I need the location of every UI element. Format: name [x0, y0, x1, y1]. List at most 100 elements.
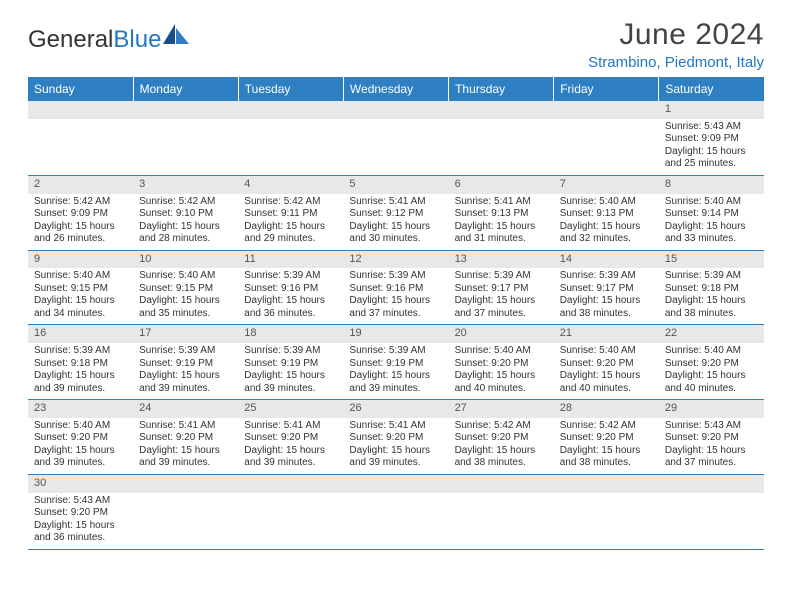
day-number: 25 [238, 400, 343, 418]
sunrise-line: Sunrise: 5:42 AM [34, 196, 127, 209]
sunset-line: Sunset: 9:20 PM [34, 507, 127, 520]
calendar-body: 1Sunrise: 5:43 AMSunset: 9:09 PMDaylight… [28, 101, 764, 549]
day-number: 30 [28, 475, 133, 493]
day-number: 7 [554, 176, 659, 194]
sunrise-line: Sunrise: 5:39 AM [244, 270, 337, 283]
calendar-row: 1Sunrise: 5:43 AMSunset: 9:09 PMDaylight… [28, 101, 764, 175]
day-number [554, 101, 659, 119]
day-number [28, 101, 133, 119]
brand-part1: General [28, 26, 113, 54]
daylight-line: Daylight: 15 hours and 37 minutes. [455, 295, 548, 320]
weekday-header: Saturday [659, 77, 764, 101]
sunset-line: Sunset: 9:15 PM [139, 283, 232, 296]
day-number [554, 475, 659, 493]
sunset-line: Sunset: 9:17 PM [560, 283, 653, 296]
calendar-cell: 8Sunrise: 5:40 AMSunset: 9:14 PMDaylight… [659, 175, 764, 250]
sunrise-line: Sunrise: 5:43 AM [34, 495, 127, 508]
day-number [133, 101, 238, 119]
calendar-cell: 22Sunrise: 5:40 AMSunset: 9:20 PMDayligh… [659, 325, 764, 400]
daylight-line: Daylight: 15 hours and 36 minutes. [244, 295, 337, 320]
sunrise-line: Sunrise: 5:40 AM [560, 345, 653, 358]
day-number: 12 [343, 251, 448, 269]
daylight-line: Daylight: 15 hours and 38 minutes. [665, 295, 758, 320]
sail-icon [163, 24, 189, 44]
daylight-line: Daylight: 15 hours and 37 minutes. [349, 295, 442, 320]
day-number: 19 [343, 325, 448, 343]
sunset-line: Sunset: 9:20 PM [139, 432, 232, 445]
day-number [133, 475, 238, 493]
month-title: June 2024 [588, 18, 764, 52]
daylight-line: Daylight: 15 hours and 39 minutes. [34, 370, 127, 395]
sunset-line: Sunset: 9:20 PM [455, 432, 548, 445]
calendar-cell: 20Sunrise: 5:40 AMSunset: 9:20 PMDayligh… [449, 325, 554, 400]
calendar-row: 2Sunrise: 5:42 AMSunset: 9:09 PMDaylight… [28, 175, 764, 250]
day-number: 9 [28, 251, 133, 269]
sunset-line: Sunset: 9:20 PM [349, 432, 442, 445]
calendar-cell [133, 474, 238, 549]
calendar-cell: 14Sunrise: 5:39 AMSunset: 9:17 PMDayligh… [554, 250, 659, 325]
sunrise-line: Sunrise: 5:40 AM [34, 270, 127, 283]
calendar-cell: 11Sunrise: 5:39 AMSunset: 9:16 PMDayligh… [238, 250, 343, 325]
day-number: 18 [238, 325, 343, 343]
sunrise-line: Sunrise: 5:39 AM [34, 345, 127, 358]
calendar-row: 9Sunrise: 5:40 AMSunset: 9:15 PMDaylight… [28, 250, 764, 325]
day-number [343, 475, 448, 493]
calendar-cell: 16Sunrise: 5:39 AMSunset: 9:18 PMDayligh… [28, 325, 133, 400]
daylight-line: Daylight: 15 hours and 39 minutes. [244, 445, 337, 470]
title-block: June 2024 Strambino, Piedmont, Italy [588, 18, 764, 71]
sunrise-line: Sunrise: 5:42 AM [455, 420, 548, 433]
calendar-cell: 18Sunrise: 5:39 AMSunset: 9:19 PMDayligh… [238, 325, 343, 400]
calendar-cell: 10Sunrise: 5:40 AMSunset: 9:15 PMDayligh… [133, 250, 238, 325]
calendar-cell [238, 101, 343, 175]
sunset-line: Sunset: 9:20 PM [455, 358, 548, 371]
sunset-line: Sunset: 9:20 PM [34, 432, 127, 445]
calendar-cell [659, 474, 764, 549]
sunset-line: Sunset: 9:16 PM [349, 283, 442, 296]
sunset-line: Sunset: 9:20 PM [665, 358, 758, 371]
sunrise-line: Sunrise: 5:40 AM [139, 270, 232, 283]
day-number: 6 [449, 176, 554, 194]
location-label: Strambino, Piedmont, Italy [588, 54, 764, 71]
sunset-line: Sunset: 9:13 PM [560, 208, 653, 221]
sunset-line: Sunset: 9:17 PM [455, 283, 548, 296]
sunset-line: Sunset: 9:16 PM [244, 283, 337, 296]
day-number: 10 [133, 251, 238, 269]
daylight-line: Daylight: 15 hours and 39 minutes. [349, 370, 442, 395]
calendar-cell: 6Sunrise: 5:41 AMSunset: 9:13 PMDaylight… [449, 175, 554, 250]
calendar-cell [238, 474, 343, 549]
weekday-header: Tuesday [238, 77, 343, 101]
calendar-cell [28, 101, 133, 175]
sunrise-line: Sunrise: 5:40 AM [560, 196, 653, 209]
daylight-line: Daylight: 15 hours and 38 minutes. [560, 445, 653, 470]
day-number: 23 [28, 400, 133, 418]
sunset-line: Sunset: 9:19 PM [244, 358, 337, 371]
calendar-cell: 21Sunrise: 5:40 AMSunset: 9:20 PMDayligh… [554, 325, 659, 400]
header-row: GeneralBlue June 2024 Strambino, Piedmon… [28, 18, 764, 71]
day-number: 15 [659, 251, 764, 269]
sunrise-line: Sunrise: 5:40 AM [34, 420, 127, 433]
daylight-line: Daylight: 15 hours and 30 minutes. [349, 221, 442, 246]
sunset-line: Sunset: 9:20 PM [560, 358, 653, 371]
calendar-cell: 19Sunrise: 5:39 AMSunset: 9:19 PMDayligh… [343, 325, 448, 400]
calendar-table: Sunday Monday Tuesday Wednesday Thursday… [28, 77, 764, 550]
daylight-line: Daylight: 15 hours and 32 minutes. [560, 221, 653, 246]
day-number: 26 [343, 400, 448, 418]
day-number [238, 101, 343, 119]
calendar-cell: 3Sunrise: 5:42 AMSunset: 9:10 PMDaylight… [133, 175, 238, 250]
calendar-cell [449, 101, 554, 175]
daylight-line: Daylight: 15 hours and 29 minutes. [244, 221, 337, 246]
sunrise-line: Sunrise: 5:42 AM [139, 196, 232, 209]
daylight-line: Daylight: 15 hours and 40 minutes. [665, 370, 758, 395]
calendar-cell [343, 474, 448, 549]
calendar-cell: 1Sunrise: 5:43 AMSunset: 9:09 PMDaylight… [659, 101, 764, 175]
day-number: 28 [554, 400, 659, 418]
sunrise-line: Sunrise: 5:39 AM [139, 345, 232, 358]
day-number [343, 101, 448, 119]
daylight-line: Daylight: 15 hours and 35 minutes. [139, 295, 232, 320]
sunset-line: Sunset: 9:11 PM [244, 208, 337, 221]
daylight-line: Daylight: 15 hours and 31 minutes. [455, 221, 548, 246]
day-number: 11 [238, 251, 343, 269]
sunrise-line: Sunrise: 5:41 AM [349, 196, 442, 209]
sunset-line: Sunset: 9:19 PM [349, 358, 442, 371]
calendar-cell: 15Sunrise: 5:39 AMSunset: 9:18 PMDayligh… [659, 250, 764, 325]
